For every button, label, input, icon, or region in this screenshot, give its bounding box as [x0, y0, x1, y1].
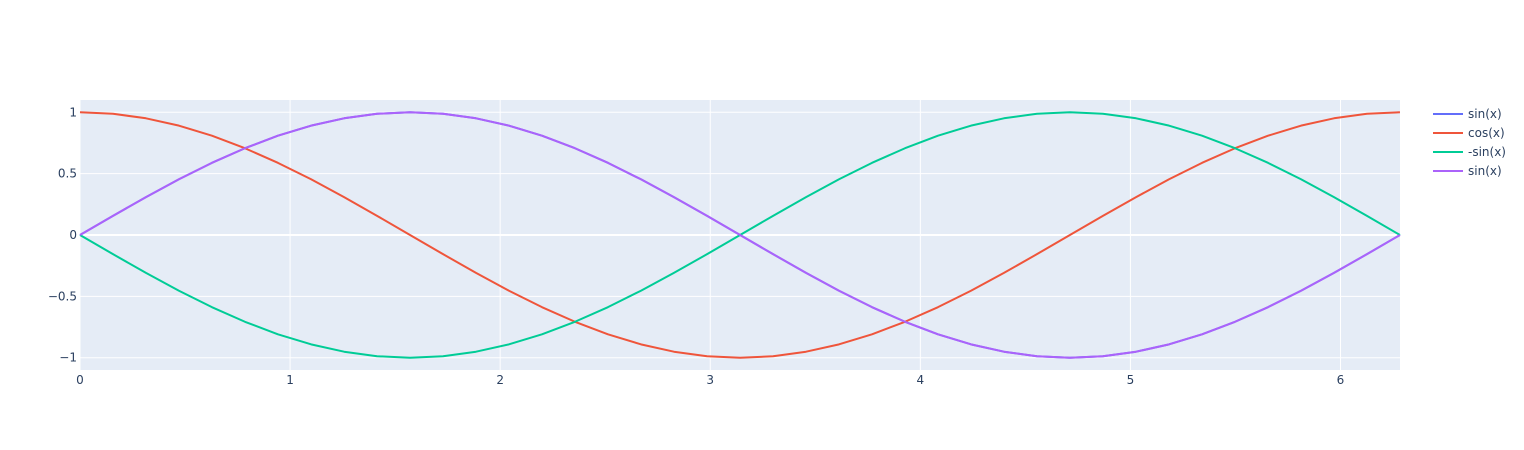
y-tick-label: 0	[69, 228, 77, 242]
legend-item-3[interactable]: sin(x)	[1433, 164, 1502, 178]
series-lines	[79, 111, 1401, 359]
x-tick-label: 3	[706, 373, 714, 387]
x-tick-label: 4	[917, 373, 925, 387]
legend-label: cos(x)	[1468, 126, 1505, 140]
legend-item-2[interactable]: -sin(x)	[1433, 145, 1506, 159]
series-line-1[interactable]	[79, 111, 1401, 359]
axis-tick-labels: 0 1 2 3 4 5 6 1 0.5 0 −0.5 −1	[48, 105, 1344, 387]
x-tick-label: 6	[1337, 373, 1345, 387]
x-tick-label: 0	[76, 373, 84, 387]
x-tick-label: 1	[286, 373, 294, 387]
legend-label: -sin(x)	[1468, 145, 1506, 159]
series-line-3[interactable]	[79, 111, 1401, 359]
y-tick-label: −1	[59, 351, 77, 365]
y-tick-label: 1	[69, 105, 77, 119]
legend-label: sin(x)	[1468, 107, 1502, 121]
x-tick-label: 2	[496, 373, 504, 387]
legend-item-1[interactable]: cos(x)	[1433, 126, 1505, 140]
y-tick-label: −0.5	[48, 289, 77, 303]
legend[interactable]: sin(x) cos(x) -sin(x) sin(x)	[1433, 107, 1506, 178]
y-tick-label: 0.5	[58, 167, 77, 181]
x-tick-label: 5	[1127, 373, 1135, 387]
legend-item-0[interactable]: sin(x)	[1433, 107, 1502, 121]
legend-label: sin(x)	[1468, 164, 1502, 178]
